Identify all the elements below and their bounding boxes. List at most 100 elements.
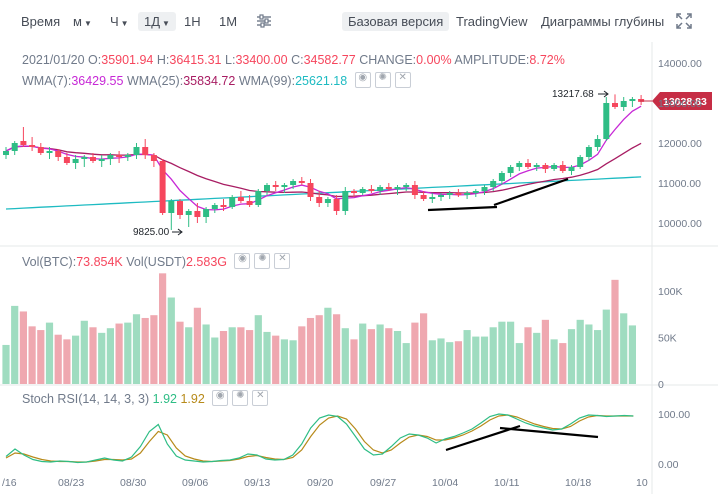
candle-body	[420, 195, 427, 199]
date-value: 2021/01/20	[22, 53, 85, 67]
chevron-down-icon: ▼	[120, 19, 129, 28]
chevron-down-icon: ▼	[162, 19, 170, 28]
gear-icon[interactable]	[232, 390, 249, 406]
candle-body	[585, 147, 592, 157]
vol-usdt-value: 2.583G	[185, 255, 227, 269]
volume-bar	[106, 328, 114, 384]
tradingview-tab[interactable]: TradingView	[456, 14, 528, 29]
volume-bar	[115, 323, 123, 384]
volume-bar	[98, 332, 106, 384]
rsi-tick-label: 0.00	[658, 459, 679, 471]
volume-bar	[37, 330, 45, 384]
candle-body	[72, 159, 79, 163]
rsi-tick-label: 100.00	[658, 409, 690, 421]
volume-bar	[437, 338, 445, 384]
interval-1m-button[interactable]: 1М	[219, 14, 238, 29]
settings-sliders-icon[interactable]	[256, 14, 272, 31]
volume-tick-label: 0	[658, 379, 664, 391]
candle-body	[307, 183, 314, 197]
close-icon[interactable]	[274, 253, 291, 269]
close-icon[interactable]	[394, 72, 411, 88]
candle-body	[516, 163, 523, 167]
candle-body	[481, 187, 488, 191]
volume-bar	[524, 327, 532, 384]
candle-body	[603, 103, 610, 139]
close-value: 34582.77	[303, 53, 356, 67]
fullscreen-icon[interactable]	[676, 13, 692, 32]
candle-body	[264, 185, 270, 191]
candle-body	[211, 205, 218, 209]
hours-dropdown[interactable]: Ч ▼	[110, 14, 129, 29]
gear-icon[interactable]	[254, 253, 271, 269]
eye-icon[interactable]	[212, 390, 229, 406]
rsi-k-line	[5, 413, 634, 464]
price-chart[interactable]: 13217.68 9825.00 13028.83 14000.00 13000.00…	[0, 42, 718, 494]
candlesticks	[3, 94, 645, 230]
candle-body	[612, 103, 618, 107]
candle-body	[411, 185, 418, 195]
candle-body	[11, 143, 18, 151]
volume-bar	[272, 335, 280, 384]
volume-bar	[246, 330, 254, 384]
price-tick-label: 10000.00	[658, 218, 702, 230]
wma25-line	[5, 142, 642, 198]
rsi-k-value: 1.92	[152, 392, 177, 406]
chart-grid	[0, 42, 718, 494]
trendline	[499, 426, 599, 439]
x-tick-label: 09/27	[370, 477, 396, 489]
eye-icon[interactable]	[234, 253, 251, 269]
rsi-d-value: 1.92	[180, 392, 205, 406]
toolbar: Время м ▼ Ч ▼ 1Д ▼ 1Н 1М Базовая версия Tra…	[0, 0, 718, 42]
high-annotation: 13217.68	[552, 89, 594, 100]
candle-body	[498, 173, 505, 181]
volume-bar	[193, 307, 201, 384]
close-icon[interactable]	[252, 390, 269, 406]
candle-body	[29, 145, 36, 147]
volume-bar	[533, 332, 541, 384]
volume-bar	[498, 321, 506, 384]
volume-bar	[376, 324, 384, 384]
candle-body	[177, 201, 183, 215]
x-tick-label: /16	[2, 477, 17, 489]
volume-bar	[393, 330, 402, 384]
arrow-right-icon	[598, 90, 609, 98]
close-label: C:	[291, 53, 304, 67]
time-label: Время	[21, 14, 61, 29]
candle-body	[124, 155, 131, 157]
candle-body	[342, 191, 349, 211]
candle-body	[385, 187, 392, 189]
volume-bar	[150, 315, 158, 384]
wma-info: WMA(7):36429.55 WMA(25):35834.72 WMA(99)…	[22, 72, 411, 88]
gear-icon[interactable]	[374, 72, 391, 88]
volume-bar	[359, 323, 367, 384]
change-label: CHANGE:	[359, 53, 417, 67]
volume-bar	[219, 330, 228, 384]
candle-body	[351, 191, 357, 193]
volume-bar	[385, 328, 393, 384]
candle-body	[316, 197, 323, 203]
volume-bar	[306, 317, 315, 384]
volume-info: Vol(BTC):73.854K Vol(USDT)2.583G	[22, 253, 291, 269]
candle-body	[185, 211, 192, 215]
eye-icon[interactable]	[354, 72, 371, 88]
volume-bar	[559, 343, 567, 384]
interval-1d-button[interactable]: 1Д ▼	[138, 12, 176, 31]
volume-bar	[28, 326, 36, 384]
candle-body	[55, 151, 62, 157]
x-tick-label: 10/11	[494, 477, 520, 489]
candle-body	[542, 165, 549, 169]
volume-bar	[72, 335, 80, 384]
candle-body	[438, 195, 444, 197]
x-tick-label: 10/18	[565, 477, 591, 489]
x-tick-label: 09/06	[182, 477, 208, 489]
basic-version-tab[interactable]: Базовая версия	[342, 12, 450, 31]
volume-bar	[446, 342, 454, 384]
volume-bar	[367, 329, 375, 384]
minutes-dropdown[interactable]: м ▼	[73, 14, 92, 29]
candle-body	[290, 181, 297, 185]
depth-chart-tab[interactable]: Диаграммы глубины	[541, 14, 665, 29]
volume-bar	[11, 305, 19, 384]
x-tick-label: 10/04	[432, 477, 458, 489]
interval-1w-button[interactable]: 1Н	[184, 14, 201, 29]
low-annotation: 9825.00	[133, 227, 170, 238]
